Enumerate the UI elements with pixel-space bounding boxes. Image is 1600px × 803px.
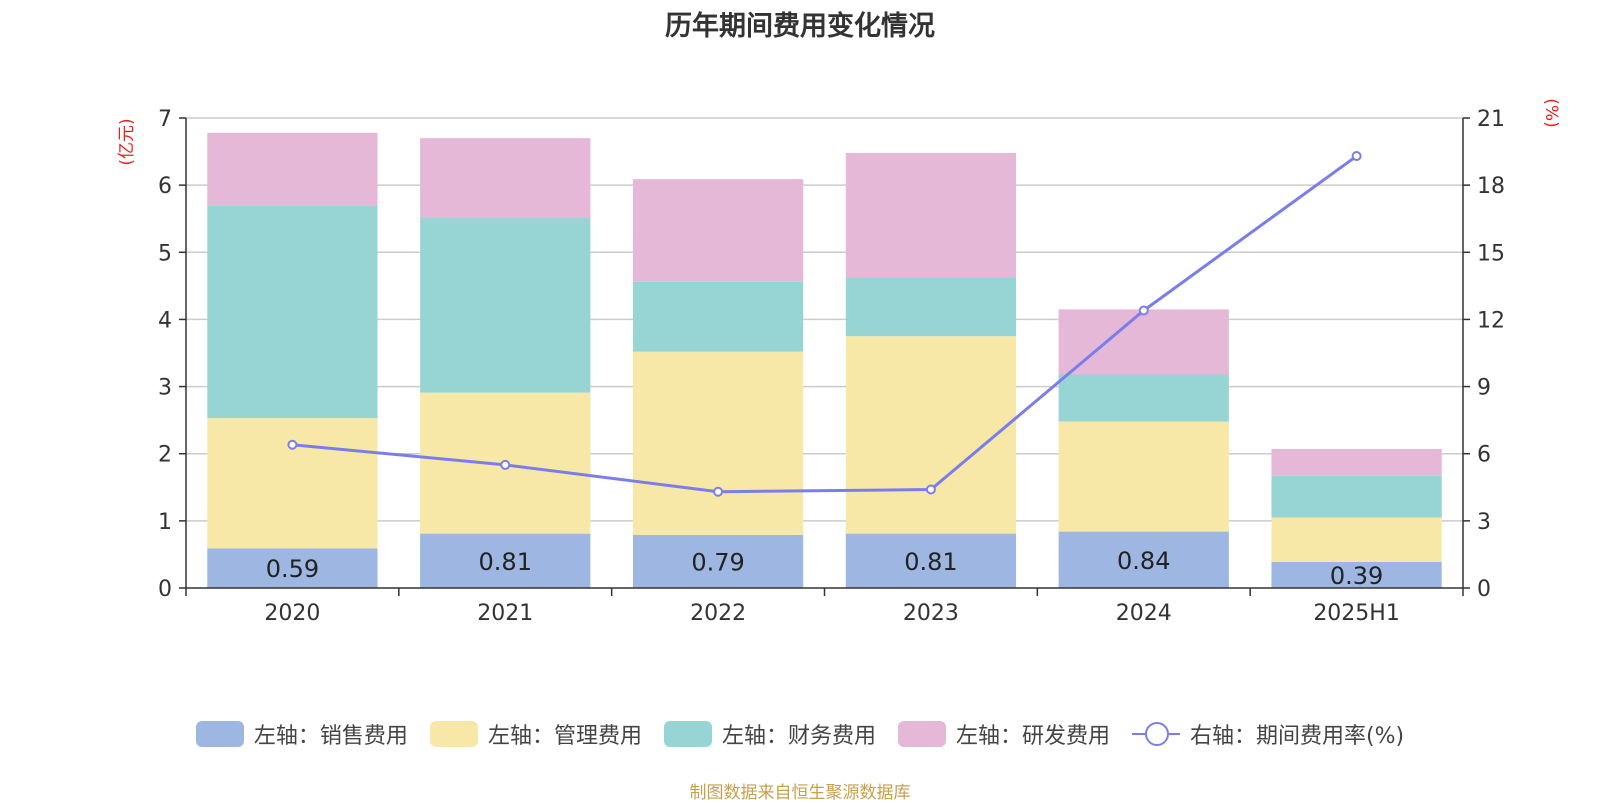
- rate-point: [287, 439, 298, 450]
- left-axis-tick-label: 3: [158, 376, 172, 401]
- legend-item[interactable]: 右轴：期间费用率(%): [1131, 718, 1405, 750]
- rate-point: [1138, 305, 1149, 316]
- bar-segment: [1271, 449, 1442, 476]
- legend-swatch: [1131, 721, 1180, 747]
- left-axis-tick-label: 5: [158, 241, 172, 266]
- bar-segment: [845, 152, 1017, 278]
- data-labels: 0.59 0.81 0.79 0.81 0.84 0.39: [266, 547, 1384, 590]
- x-axis-tick-label: 2020: [264, 601, 320, 626]
- data-label: 0.79: [691, 548, 744, 576]
- right-axis-tick-label: 9: [1477, 376, 1491, 401]
- bar-segment: [632, 351, 804, 535]
- rate-point: [500, 459, 511, 470]
- chart-title: 历年期间费用变化情况: [665, 11, 935, 42]
- legend: 左轴：销售费用 左轴：管理费用 左轴：财务费用 左轴：研发费用 右轴：期间费用率(%): [0, 718, 1600, 750]
- legend-swatch: [195, 721, 244, 747]
- bar-segment: [1058, 531, 1229, 588]
- data-label: 0.59: [266, 555, 319, 583]
- rate-point: [1351, 151, 1362, 162]
- bar-segment: [207, 132, 378, 206]
- bar-segment: [1271, 561, 1442, 588]
- data-label: 0.81: [904, 548, 957, 576]
- left-axis-unit-label: (亿元): [117, 118, 137, 165]
- bar-segment: [1058, 421, 1229, 532]
- left-axis-tick-label: 6: [158, 174, 172, 199]
- legend-label: 右轴：期间费用率(%): [1189, 724, 1405, 749]
- left-axis-tick-label: 4: [158, 308, 172, 333]
- bar-segment: [207, 418, 378, 549]
- legend-label: 左轴：管理费用: [487, 724, 642, 749]
- right-axis-tick-label: 21: [1477, 107, 1505, 132]
- bar-segment: [420, 218, 591, 393]
- bar-segment: [845, 336, 1017, 534]
- left-axis-tick-label: 2: [158, 443, 172, 468]
- left-axis-tick-label: 0: [158, 577, 172, 602]
- bar-segment: [632, 534, 804, 588]
- bar-segment: [1271, 517, 1442, 562]
- rate-line-path: [292, 154, 1358, 494]
- x-axis-tick-label: 2021: [477, 601, 533, 626]
- data-label: 0.39: [1330, 562, 1383, 590]
- bar-segment: [845, 277, 1017, 337]
- legend-swatch: [663, 721, 712, 747]
- legend-item[interactable]: 左轴：研发费用: [897, 718, 1110, 750]
- x-axis-tick-label: 2023: [903, 601, 959, 626]
- data-label: 0.84: [1117, 547, 1170, 575]
- bar-segment: [207, 205, 378, 419]
- right-axis-tick-label: 0: [1477, 577, 1491, 602]
- legend-item[interactable]: 左轴：财务费用: [663, 718, 876, 750]
- right-axis-tick-label: 12: [1477, 308, 1505, 333]
- right-axis-tick-label: 3: [1477, 510, 1491, 535]
- bar-segment: [632, 179, 804, 282]
- bar-segment: [632, 281, 804, 352]
- legend-label: 左轴：销售费用: [253, 724, 408, 749]
- left-axis-tick-label: 1: [158, 510, 172, 535]
- source-note: 制图数据来自恒生聚源数据库: [689, 783, 911, 803]
- legend-label: 左轴：研发费用: [955, 724, 1110, 749]
- bar-segment: [845, 533, 1017, 588]
- left-axis-tick-label: 7: [158, 107, 172, 132]
- legend-label: 左轴：财务费用: [721, 724, 876, 749]
- data-label: 0.81: [479, 548, 532, 576]
- bar-segment: [207, 548, 378, 588]
- legend-swatch: [897, 721, 946, 747]
- bar-segment: [1271, 475, 1442, 518]
- legend-swatch: [429, 721, 478, 747]
- x-axis-tick-label: 2025H1: [1313, 601, 1400, 626]
- right-axis-unit-label: (%): [1541, 98, 1561, 127]
- x-axis-tick-label: 2022: [690, 601, 746, 626]
- bar-segment: [1058, 309, 1229, 375]
- x-axis-tick-label: 2024: [1116, 601, 1172, 626]
- bar-segment: [420, 533, 591, 588]
- legend-item[interactable]: 左轴：销售费用: [195, 718, 408, 750]
- right-axis-tick-label: 6: [1477, 443, 1491, 468]
- bar-segment: [420, 138, 591, 219]
- rate-point: [925, 484, 936, 495]
- rate-point: [713, 486, 724, 497]
- right-axis-tick-label: 15: [1477, 241, 1505, 266]
- bars: [207, 132, 1442, 588]
- legend-item[interactable]: 左轴：管理费用: [429, 718, 642, 750]
- right-axis-tick-label: 18: [1477, 174, 1505, 199]
- rate-line: [287, 151, 1362, 497]
- bar-segment: [1058, 374, 1229, 422]
